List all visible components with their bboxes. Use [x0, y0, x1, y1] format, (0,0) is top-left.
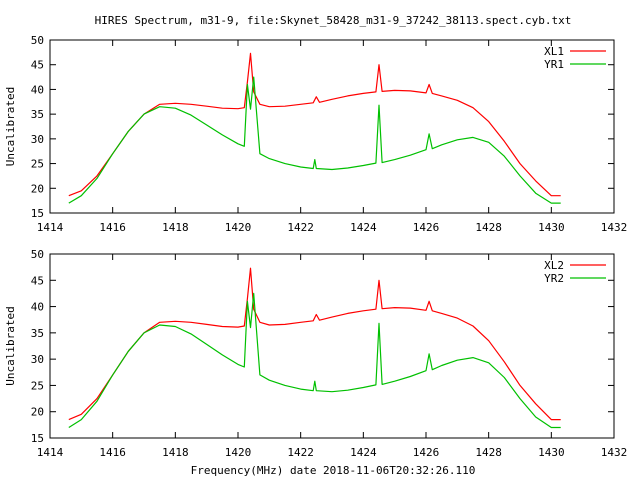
- x-tick-label: 1414: [37, 221, 64, 234]
- series-line-yr1: [68, 76, 561, 204]
- x-tick-label: 1416: [99, 221, 126, 234]
- x-tick-label: 1428: [475, 446, 502, 459]
- y-tick-label: 35: [31, 327, 44, 340]
- y-tick-label: 30: [31, 353, 44, 366]
- y-tick-label: 30: [31, 133, 44, 146]
- x-tick-label: 1418: [162, 446, 189, 459]
- x-tick-label: 1422: [287, 446, 314, 459]
- y-axis-label: Uncalibrated: [4, 87, 17, 166]
- x-tick-label: 1422: [287, 221, 314, 234]
- plot-frame: [49, 39, 615, 214]
- series-line-yr2: [68, 292, 561, 429]
- y-tick-label: 15: [31, 432, 44, 445]
- y-tick-label: 20: [31, 406, 44, 419]
- x-tick-label: 1428: [475, 221, 502, 234]
- x-tick-label: 1424: [350, 446, 377, 459]
- y-tick-label: 45: [31, 274, 44, 287]
- y-tick-label: 40: [31, 83, 44, 96]
- y-tick-label: 45: [31, 59, 44, 72]
- legend-label: YR1: [544, 58, 564, 71]
- y-tick-label: 35: [31, 108, 44, 121]
- x-tick-label: 1418: [162, 221, 189, 234]
- x-tick-label: 1426: [413, 221, 440, 234]
- legend-label: XL2: [544, 259, 564, 272]
- x-tick-label: 1414: [37, 446, 64, 459]
- x-axis-label: Frequency(MHz) date 2018-11-06T20:32:26.…: [191, 464, 476, 477]
- x-tick-label: 1426: [413, 446, 440, 459]
- x-tick-label: 1416: [99, 446, 126, 459]
- y-tick-label: 20: [31, 182, 44, 195]
- bottom-panel: 1414 1416 1418 1420 1422 1424 1426 1428 1430 1432…: [4, 248, 627, 459]
- y-tick-label: 40: [31, 301, 44, 314]
- legend-label: XL1: [544, 45, 564, 58]
- series-line-xl1: [68, 52, 561, 197]
- x-tick-label: 1430: [538, 221, 565, 234]
- legend-label: YR2: [544, 272, 564, 285]
- x-tick-label: 1430: [538, 446, 565, 459]
- y-tick-label: 50: [31, 248, 44, 261]
- y-tick-label: 25: [31, 379, 44, 392]
- y-tick-label: 15: [31, 207, 44, 220]
- y-tick-label: 50: [31, 34, 44, 47]
- x-tick-label: 1432: [601, 221, 628, 234]
- y-tick-label: 25: [31, 158, 44, 171]
- top-panel: 1414 1416 1418 1420 1422 1424 1426 1428 1430 1432…: [4, 34, 627, 234]
- y-axis-label: Uncalibrated: [4, 306, 17, 385]
- plot-frame: [49, 253, 615, 439]
- x-tick-label: 1420: [225, 221, 252, 234]
- x-tick-label: 1432: [601, 446, 628, 459]
- chart-title: HIRES Spectrum, m31-9, file:Skynet_58428…: [95, 14, 572, 27]
- x-tick-label: 1420: [225, 446, 252, 459]
- series-line-xl2: [68, 267, 561, 421]
- x-tick-label: 1424: [350, 221, 377, 234]
